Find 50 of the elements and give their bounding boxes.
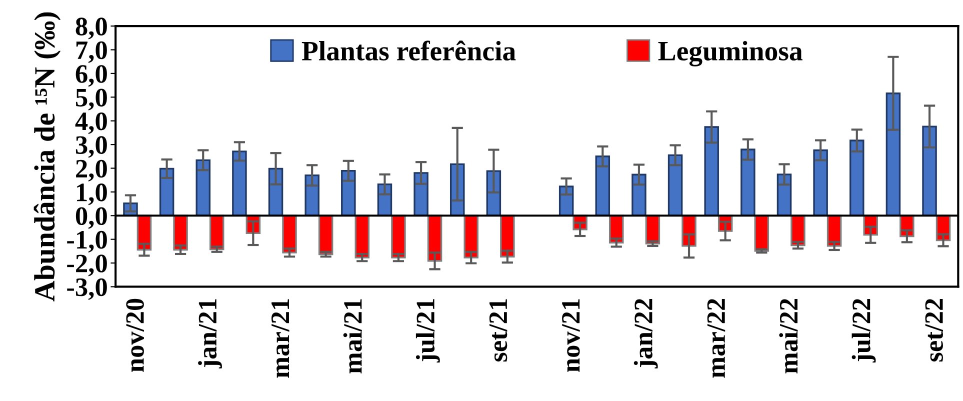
bar: [464, 214, 478, 258]
x-tick-label: jan/22: [634, 298, 658, 368]
x-tick-label: nov/20: [126, 298, 144, 372]
y-tick-label: 0,0: [76, 207, 107, 229]
bar: [704, 126, 719, 216]
y-tick-label: 2,0: [76, 160, 107, 182]
y-tick-label: 6,0: [76, 65, 107, 87]
y-tick-label: 8,0: [76, 18, 107, 40]
bar: [668, 154, 683, 216]
y-axis-title: Abundância de ¹⁵N (‰): [34, 12, 61, 302]
legend-label: Plantas referência: [302, 40, 516, 61]
y-tick-label: -1,0: [67, 230, 107, 253]
bar: [196, 159, 210, 216]
y-tick-label: 5,0: [76, 88, 107, 110]
x-tick-label: set/22: [925, 298, 943, 362]
bar: [391, 214, 406, 258]
bar: [318, 214, 334, 256]
y-tick-label: 1,0: [77, 184, 107, 206]
bar: [159, 168, 174, 216]
bar: [500, 214, 515, 258]
x-tick-label: nov/21: [562, 299, 580, 372]
bar: [136, 214, 152, 251]
bar: [232, 150, 247, 216]
bar: [209, 214, 224, 250]
x-tick-label: jul/22: [852, 298, 876, 363]
bar: [427, 214, 442, 262]
x-tick-label: set/21: [489, 299, 508, 362]
x-tick-label: mar/22: [707, 298, 726, 378]
x-tick-label: mai/22: [779, 298, 798, 374]
bar: [922, 126, 937, 216]
bar: [850, 140, 864, 216]
bar: [173, 214, 188, 251]
y-tick-label: -3,0: [67, 278, 107, 300]
bar: [813, 149, 828, 216]
x-tick-label: mai/21: [343, 299, 362, 374]
y-tick-label: 4,0: [75, 112, 107, 134]
bar: [740, 148, 756, 216]
bar: [341, 170, 356, 216]
y-tick-label: -2,0: [67, 254, 107, 276]
bar: [754, 214, 770, 252]
bar: [354, 214, 370, 258]
x-tick-label: mar/21: [272, 299, 290, 378]
legend-label: Leguminosa: [658, 40, 802, 66]
y-tick-label: 7,0: [76, 41, 107, 63]
bar: [595, 156, 610, 216]
bar: [645, 214, 660, 244]
x-tick-label: jul/21: [416, 299, 440, 363]
x-tick-label: jan/21: [198, 299, 222, 368]
bar: [886, 92, 901, 216]
y-tick-label: 3,0: [76, 136, 107, 158]
